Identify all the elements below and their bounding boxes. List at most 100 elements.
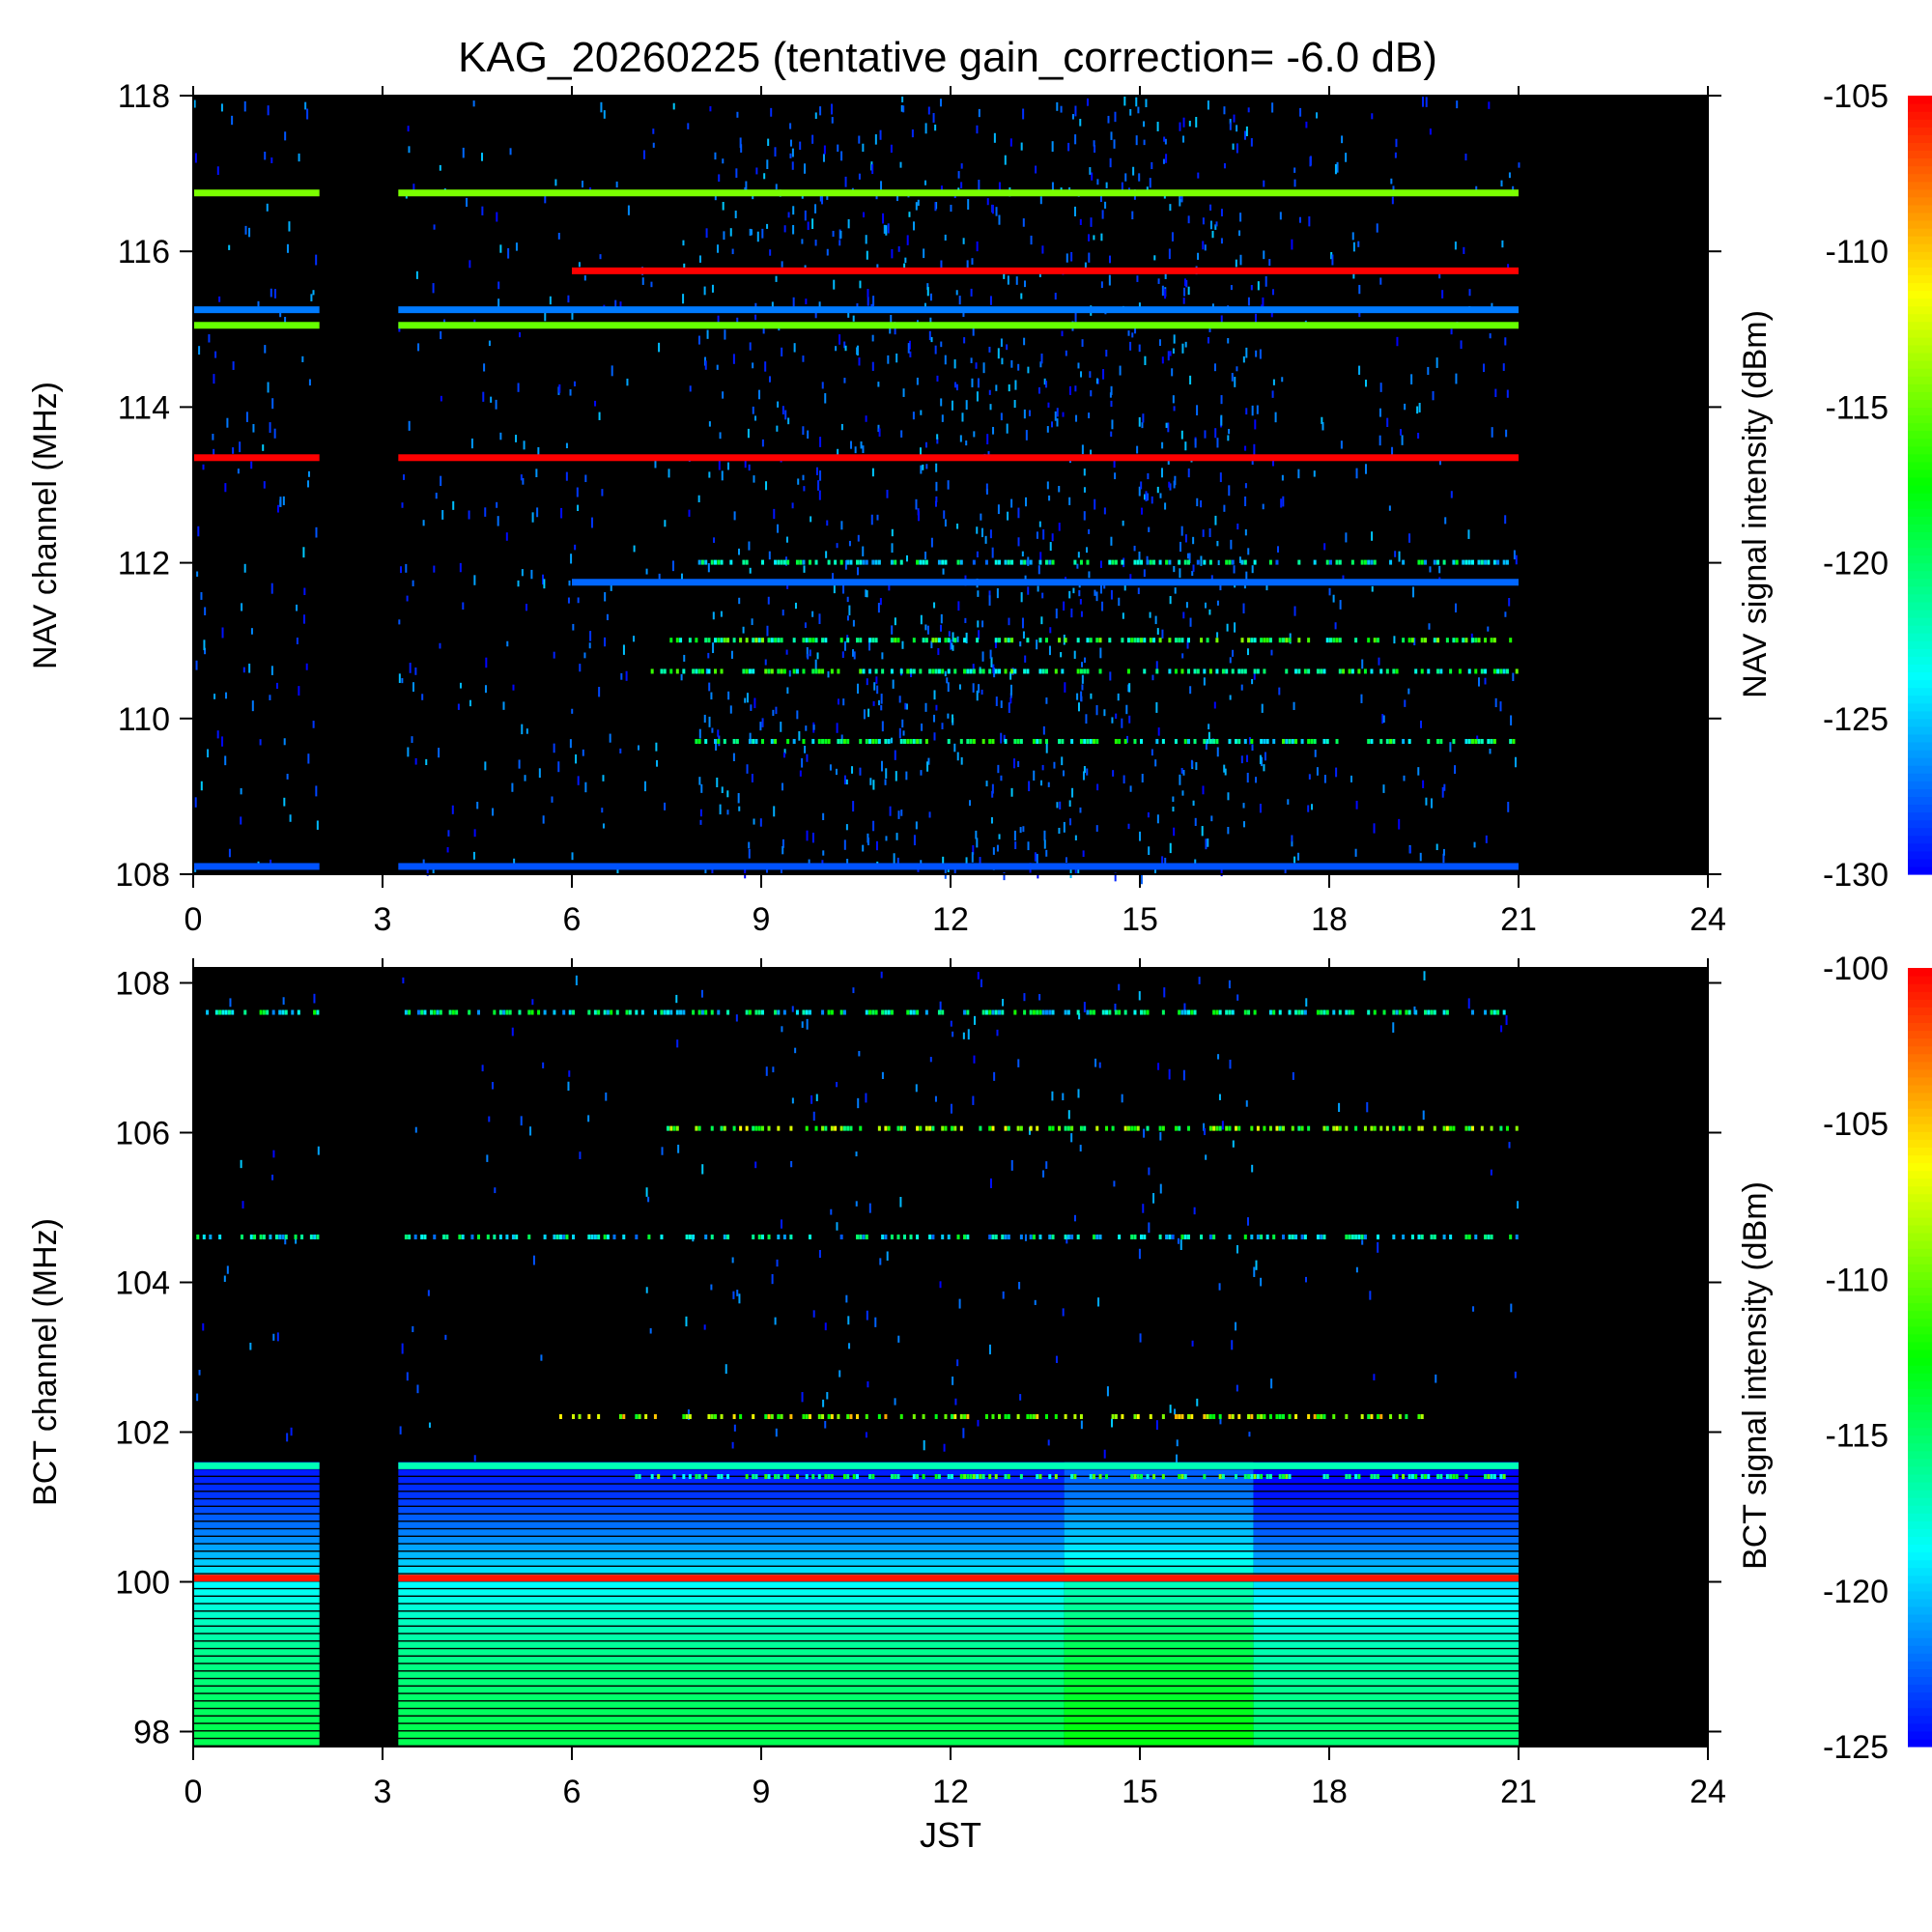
nav-noise-cell xyxy=(1245,571,1248,582)
nav-signal-cell xyxy=(1414,668,1418,674)
bct-x-tick-label: 24 xyxy=(1690,1774,1726,1810)
nav-colorbar-step xyxy=(1908,328,1932,338)
bct-signal-cell xyxy=(1417,1235,1421,1239)
nav-noise-cell xyxy=(729,705,732,714)
bct-signal-cell xyxy=(1484,1009,1488,1015)
bct-signal-cell xyxy=(1001,1009,1005,1015)
nav-noise-cell xyxy=(1180,767,1183,774)
nav-signal-cell xyxy=(782,668,786,674)
nav-noise-cell xyxy=(1247,107,1250,113)
nav-colorbar-tick-label: -130 xyxy=(1823,857,1889,894)
bct-noise-cell xyxy=(897,1335,900,1343)
bct-noise-cell xyxy=(1203,1127,1206,1136)
bct-band-cell xyxy=(193,1723,320,1731)
nav-signal-cell xyxy=(1051,559,1055,565)
nav-noise-cell xyxy=(995,696,998,706)
nav-noise-cell xyxy=(959,435,962,442)
bct-signal-cell xyxy=(1433,1235,1436,1239)
bct-signal-cell xyxy=(1350,1235,1354,1239)
bct-signal-cell xyxy=(1439,1474,1443,1479)
nav-signal-cell xyxy=(1026,668,1030,674)
nav-noise-cell xyxy=(1223,163,1226,169)
nav-noise-cell xyxy=(240,787,242,795)
nav-noise-cell xyxy=(965,632,968,643)
bct-signal-cell xyxy=(916,1009,920,1015)
nav-noise-cell xyxy=(1058,523,1061,531)
bct-band-cell xyxy=(1253,1559,1519,1566)
nav-signal-cell xyxy=(1253,638,1257,643)
bct-signal-cell xyxy=(1417,1414,1421,1419)
nav-noise-cell xyxy=(1009,684,1012,696)
nav-noise-cell xyxy=(767,596,770,605)
bct-noise-cell xyxy=(531,999,534,1006)
nav-signal-cell xyxy=(720,638,724,643)
nav-noise-cell xyxy=(243,563,246,573)
nav-noise-cell xyxy=(1382,715,1385,724)
bct-noise-cell xyxy=(645,1187,648,1197)
nav-noise-cell xyxy=(1023,280,1026,288)
nav-noise-cell xyxy=(1100,233,1103,242)
nav-noise-cell xyxy=(866,250,868,260)
bct-noise-cell xyxy=(428,1422,431,1428)
nav-signal-cell xyxy=(1023,668,1027,674)
bct-band-cell xyxy=(193,1544,320,1551)
nav-noise-cell xyxy=(905,703,908,710)
nav-signal-cell xyxy=(994,638,998,643)
nav-noise-cell xyxy=(777,524,780,533)
bct-signal-cell xyxy=(959,1474,963,1479)
nav-noise-cell xyxy=(1080,371,1083,378)
nav-noise-cell xyxy=(783,753,786,758)
nav-noise-cell xyxy=(1138,486,1141,497)
nav-noise-cell xyxy=(857,683,860,695)
nav-signal-cell xyxy=(1152,638,1156,643)
nav-signal-cell xyxy=(1316,668,1320,674)
bct-noise-cell xyxy=(1168,1068,1171,1080)
nav-noise-cell xyxy=(433,565,436,573)
bct-signal-cell xyxy=(1427,1009,1431,1015)
nav-noise-cell xyxy=(811,611,814,617)
bct-signal-cell xyxy=(1471,1125,1474,1131)
nav-noise-cell xyxy=(1053,761,1056,769)
nav-noise-cell xyxy=(845,824,848,831)
bct-signal-cell xyxy=(1054,1414,1058,1419)
nav-signal-cell xyxy=(1038,559,1042,565)
nav-noise-cell xyxy=(933,602,936,609)
bct-noise-cell xyxy=(313,993,316,1004)
nav-signal-cell xyxy=(1089,638,1093,643)
bct-signal-cell xyxy=(558,1235,562,1239)
nav-noise-cell xyxy=(1045,381,1048,388)
bct-noise-cell xyxy=(1338,1102,1341,1113)
nav-signal-cell xyxy=(842,738,846,744)
nav-signal-cell xyxy=(877,738,881,744)
bct-signal-cell xyxy=(1407,1009,1411,1015)
bct-signal-cell xyxy=(984,1009,988,1015)
nav-signal-cell xyxy=(1471,638,1474,643)
nav-signal-cell xyxy=(937,559,941,565)
nav-noise-cell xyxy=(1438,565,1441,574)
nav-noise-cell xyxy=(1095,825,1098,832)
nav-noise-cell xyxy=(1155,661,1158,669)
nav-noise-cell xyxy=(1227,337,1230,344)
nav-noise-cell xyxy=(860,441,863,449)
bct-signal-cell xyxy=(1070,1474,1074,1479)
nav-colorbar-step xyxy=(1908,858,1932,867)
bct-noise-cell xyxy=(1235,1321,1237,1331)
bct-colorbar-step xyxy=(1908,1450,1932,1460)
nav-noise-cell xyxy=(542,815,545,824)
bct-signal-cell xyxy=(653,1414,657,1419)
bct-noise-cell xyxy=(488,1116,491,1122)
bct-signal-cell xyxy=(1398,1414,1402,1419)
nav-signal-cell xyxy=(695,738,698,744)
nav-noise-cell xyxy=(1148,526,1151,532)
bct-noise-cell xyxy=(1034,1299,1037,1305)
nav-noise-cell xyxy=(1207,100,1209,110)
bct-signal-cell xyxy=(963,1474,967,1479)
nav-colorbar-step xyxy=(1908,298,1932,307)
bct-noise-cell xyxy=(1260,1277,1263,1287)
bct-noise-cell xyxy=(915,1084,918,1093)
nav-signal-cell xyxy=(871,638,875,643)
bct-colorbar-step xyxy=(1908,1357,1932,1366)
bct-noise-cell xyxy=(317,1146,320,1155)
nav-noise-cell xyxy=(1201,826,1204,837)
bct-noise-cell xyxy=(1042,1170,1045,1178)
